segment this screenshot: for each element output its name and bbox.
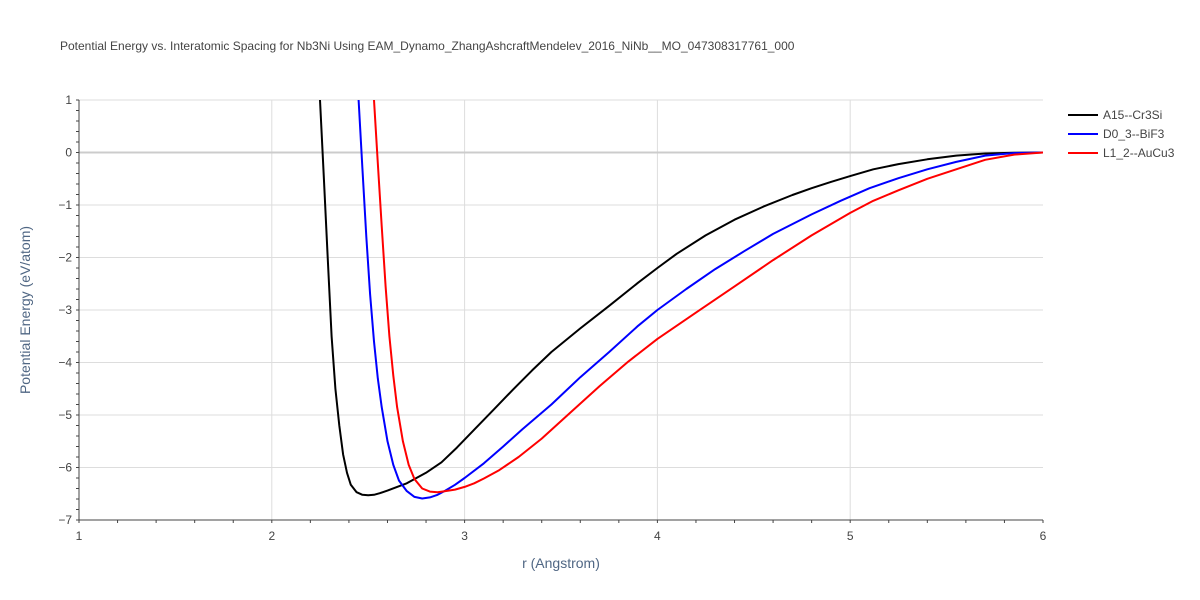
y-tick-label: −4 (58, 356, 72, 370)
y-tick-label: −6 (58, 461, 72, 475)
x-tick-label: 1 (76, 529, 83, 543)
legend-item[interactable]: A15--Cr3Si (1068, 108, 1162, 122)
y-tick-label: −7 (58, 513, 72, 527)
series-line-2 (357, 100, 1043, 500)
y-tick-label: −3 (58, 303, 72, 317)
y-tick-label: −2 (58, 251, 72, 265)
legend-label: A15--Cr3Si (1103, 108, 1162, 122)
x-tick-label: 5 (847, 529, 854, 543)
legend-item[interactable]: L1_2--AuCu3 (1068, 146, 1175, 160)
legend[interactable]: A15--Cr3Si D0_3--BiF3 L1_2--AuCu3 (1068, 108, 1175, 160)
y-axis-label: Potential Energy (eV/atom) (17, 226, 33, 394)
series-line-1 (319, 100, 1043, 497)
x-tick-label: 2 (268, 529, 275, 543)
y-tick-label: 0 (65, 146, 72, 160)
y-tick-label: −5 (58, 408, 72, 422)
x-tick-label: 3 (461, 529, 468, 543)
legend-label: D0_3--BiF3 (1103, 127, 1165, 141)
axis-layer: 1 2 3 4 5 6 1 0 −1 −2 −3 −4 −5 −6 −7 (58, 93, 1046, 543)
y-tick-label: 1 (65, 93, 72, 107)
grid-layer (79, 99, 1043, 521)
x-tick-label: 6 (1040, 529, 1047, 543)
series-layer (319, 100, 1043, 500)
x-tick-label: 4 (654, 529, 661, 543)
series-line-3 (373, 100, 1043, 494)
legend-item[interactable]: D0_3--BiF3 (1068, 127, 1165, 141)
legend-label: L1_2--AuCu3 (1103, 146, 1175, 160)
y-tick-label: −1 (58, 198, 72, 212)
chart-title: Potential Energy vs. Interatomic Spacing… (60, 39, 795, 53)
x-axis-label: r (Angstrom) (522, 555, 600, 571)
